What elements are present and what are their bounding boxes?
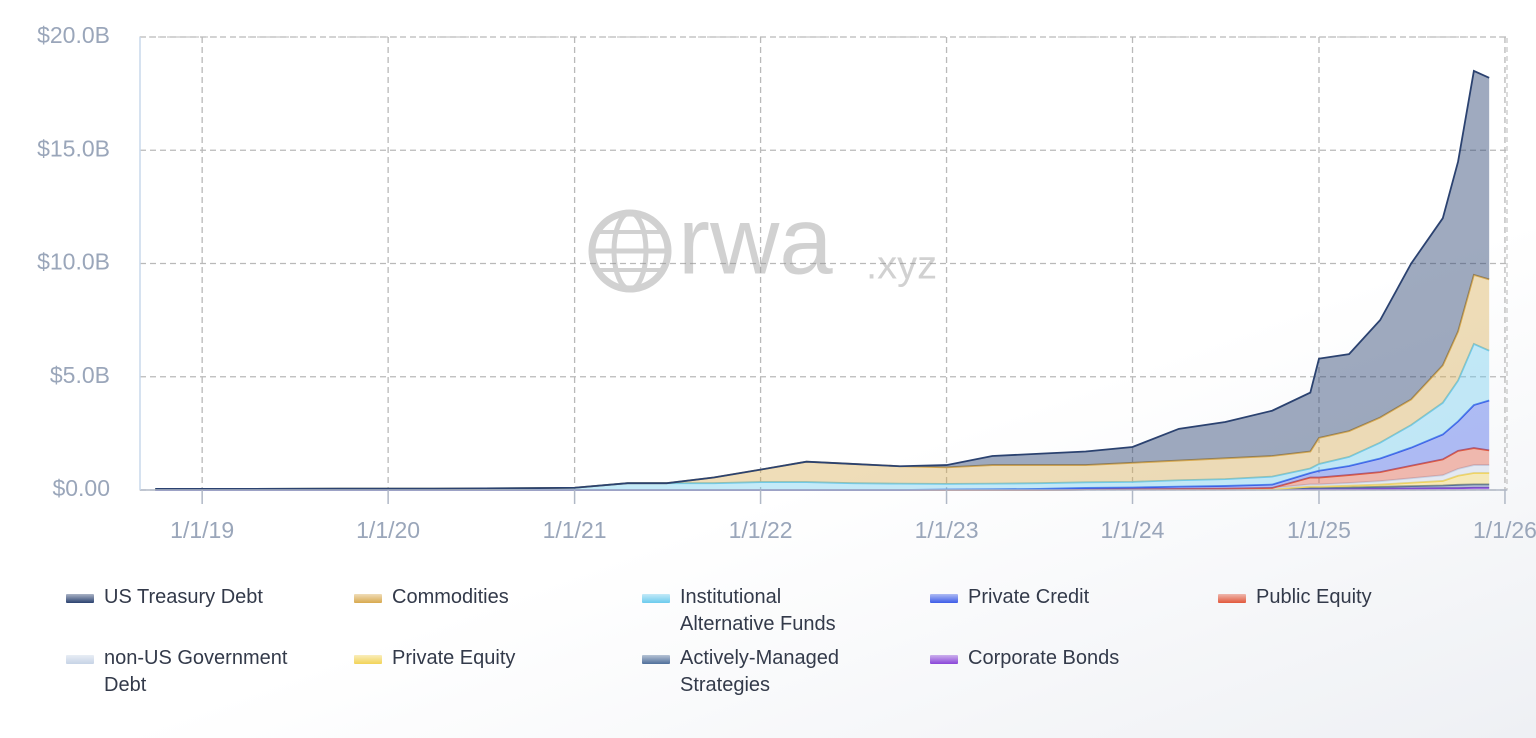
x-tick-label: 1/1/21 [543,517,607,543]
legend-label: Institutional Alternative Funds [680,586,836,635]
watermark-brand: rwa [678,187,833,294]
x-tick-label: 1/1/22 [729,517,793,543]
legend-item[interactable]: Corporate Bonds [930,645,1180,672]
legend-item[interactable]: Institutional Alternative Funds [642,584,892,638]
legend-item[interactable]: non-US Government Debt [66,645,316,699]
legend-swatch [66,594,94,603]
legend-item[interactable]: US Treasury Debt [66,584,316,611]
x-tick-label: 1/1/23 [915,517,979,543]
legend-swatch [354,655,382,664]
legend-label: Commodities [392,586,509,608]
legend-swatch [642,655,670,664]
legend-swatch [354,594,382,603]
y-tick-label: $5.0B [50,362,110,388]
legend-swatch [930,655,958,664]
legend-label: Private Credit [968,586,1090,608]
legend-label: non-US Government Debt [104,647,288,696]
legend-label: US Treasury Debt [104,586,263,608]
legend-item[interactable]: Private Equity [354,645,604,672]
x-tick-label: 1/1/24 [1101,517,1165,543]
legend-label: Public Equity [1256,586,1372,608]
x-tick-label: 1/1/26 [1473,517,1536,543]
axes: $0.00 $5.0B $10.0B $15.0B $20.0B 1/1/19 1/1/20… [37,22,1536,543]
x-tick-label: 1/1/25 [1287,517,1351,543]
watermark-globe [611,210,649,292]
legend-swatch [930,594,958,603]
legend-item[interactable]: Public Equity [1218,584,1468,611]
x-tick-label: 1/1/19 [170,517,234,543]
legend-label: Corporate Bonds [968,647,1120,669]
legend-swatch [642,594,670,603]
legend-label: Private Equity [392,647,516,669]
legend-swatch [1218,594,1246,603]
y-tick-label: $15.0B [37,135,110,161]
watermark: rwa .xyz [588,187,937,294]
legend-item[interactable]: Private Credit [930,584,1180,611]
legend-item[interactable]: Actively-Managed Strategies [642,645,892,699]
legend-item[interactable]: Commodities [354,584,604,611]
watermark-globe [588,209,672,293]
legend-label: Actively-Managed Strategies [680,647,839,696]
y-tick-label: $10.0B [37,249,110,275]
y-tick-label: $20.0B [37,22,110,48]
area-line [155,69,1490,490]
y-tick-label: $0.00 [52,475,110,501]
watermark-suffix: .xyz [866,244,937,288]
x-tick-label: 1/1/20 [356,517,420,543]
legend-swatch [66,655,94,664]
